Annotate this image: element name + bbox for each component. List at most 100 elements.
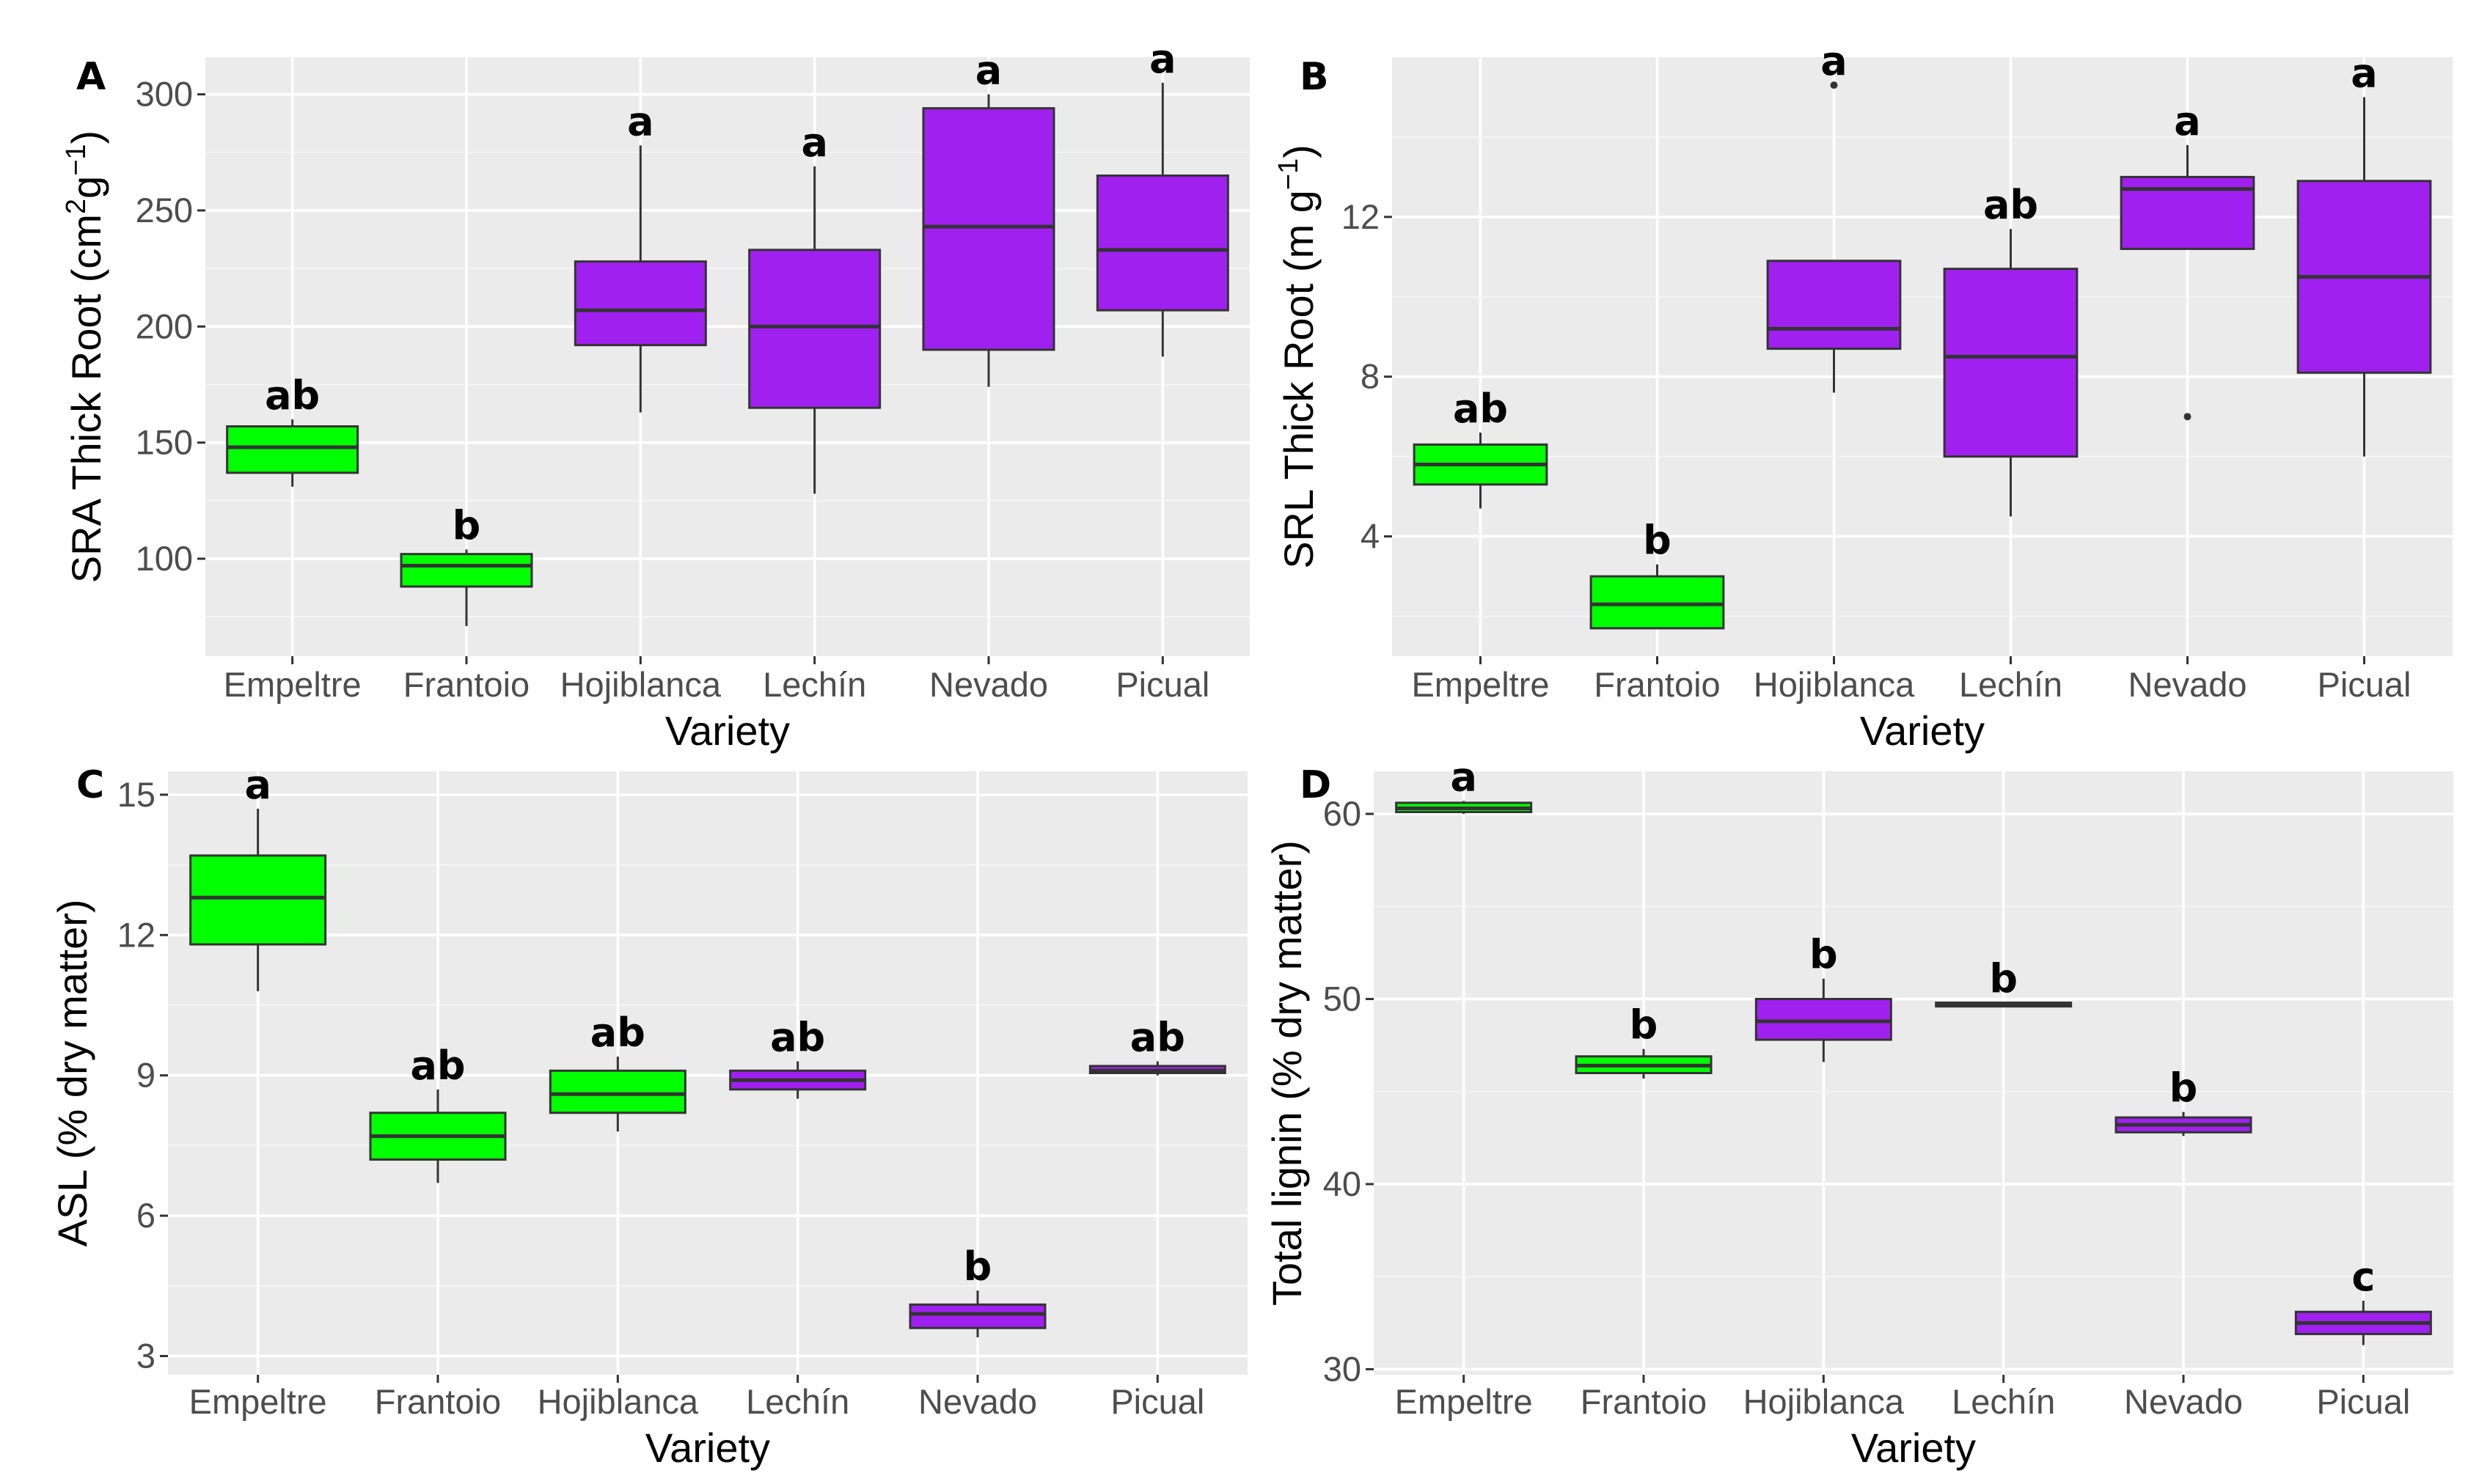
y-axis-title-text: ASL (% dry matter) [49,899,95,1246]
significance-label: b [1643,518,1671,564]
significance-label: a [1450,754,1476,800]
box-iqr [1754,998,1892,1041]
significance-label: ab [1453,386,1508,432]
significance-label: ab [265,372,320,419]
panel-d: 30 40 50 60 a Empeltre b Frantoio b Hojiblanca b Le… [1264,754,2453,1471]
box-picual: a [2296,50,2432,457]
x-tick-label: Lechín [763,665,866,704]
plot-background [1374,771,2453,1375]
x-tick-label: Hojiblanca [538,1382,699,1421]
box-picual: a [1096,36,1229,357]
y-tick-label: 100 [136,539,193,578]
box-empeltre: a [189,762,327,991]
y-tick-label: 40 [1323,1164,1361,1203]
box-frantoio: b [1575,1002,1713,1079]
x-tick-label: Frantoio [403,665,530,704]
y-tick-label: 250 [136,191,193,229]
box-iqr [922,107,1055,351]
x-tick-label: Empeltre [1411,665,1549,704]
significance-label: a [2351,50,2377,96]
significance-label: ab [590,1010,645,1056]
y-tick-label: 15 [117,775,155,814]
significance-label: a [1820,38,1847,84]
significance-label: ab [410,1043,465,1089]
significance-label: a [801,120,827,166]
y-tick-label: 3 [136,1336,155,1375]
significance-label: b [964,1244,992,1290]
plot-background [168,771,1248,1375]
y-axis-title: Total lignin (% dry matter) [1264,840,1310,1306]
box-iqr [226,425,359,474]
x-axis-title: Variety [665,708,790,754]
x-tick-label: Empeltre [189,1382,327,1421]
box-iqr [1096,175,1229,312]
box-empeltre: ab [1413,386,1548,509]
y-tick-label: 12 [1341,197,1380,236]
box-picual: ab [1088,1015,1226,1076]
significance-label: ab [1130,1015,1185,1061]
panel-a: 100 150 200 250 300 ab Empeltre b Frantoio a Hojib… [61,36,1250,754]
y-tick-label: 6 [136,1196,155,1235]
x-tick-label: Picual [1116,665,1209,704]
significance-label: b [1989,956,2018,1002]
significance-label: a [975,48,1002,94]
y-axis-title-superscript: −1 [61,144,92,175]
x-axis-title: Variety [645,1425,770,1471]
significance-label: b [1809,932,1838,978]
y-tick-label: 8 [1361,357,1380,396]
box-iqr [400,553,533,588]
y-tick-label: 9 [136,1056,155,1095]
significance-label: b [453,502,481,548]
y-tick-label: 50 [1323,980,1361,1018]
outlier-point [1830,81,1838,89]
y-axis-title-superscript: 2 [61,199,92,214]
x-axis-title: Variety [1851,1425,1976,1471]
significance-label: c [2351,1254,2375,1300]
y-tick-label: 200 [136,306,193,345]
x-tick-label: Frantoio [375,1382,501,1421]
x-tick-label: Frantoio [1594,665,1720,704]
box-frantoio: b [400,502,533,626]
x-tick-label: Nevado [918,1382,1037,1421]
y-axis-title-text: SRL Thick Root (m g [1275,190,1322,569]
x-tick-label: Hojiblanca [1743,1382,1905,1421]
box-lechn: ab [729,1015,867,1099]
x-tick-label: Hojiblanca [560,665,722,704]
box-empeltre: ab [226,372,359,487]
significance-label: a [2174,98,2200,144]
box-iqr [1943,268,2079,458]
x-tick-label: Empeltre [224,665,362,704]
y-axis-title: SRL Thick Root (m g−1) [1273,144,1322,569]
y-tick-label: 300 [136,75,193,114]
box-hojiblanca: a [574,98,707,413]
y-tick-label: 12 [117,915,155,954]
x-axis-title: Variety [1860,708,1985,754]
y-axis-title-text: Total lignin (% dry matter) [1264,840,1310,1306]
panel-label: C [76,763,104,807]
significance-label: ab [1983,182,2038,228]
y-tick-label: 150 [136,423,193,462]
box-hojiblanca: a [1766,38,1902,393]
box-iqr [1589,575,1725,630]
y-axis-title-superscript: −1 [1273,158,1304,190]
box-iqr [1766,260,1902,350]
box-iqr [189,854,327,946]
y-axis-title: SRA Thick Root (cm2g−1) [61,131,109,583]
box-frantoio: ab [369,1043,507,1183]
y-tick-label: 30 [1323,1349,1361,1388]
panel-b: 4 8 12 ab Empeltre b Frantoio a Hojiblanca ab Lech… [1273,38,2453,754]
box-nevado: a [2120,98,2255,421]
box-frantoio: b [1589,518,1725,630]
box-lechn: b [1935,956,2073,1008]
y-tick-label: 4 [1361,517,1380,556]
y-axis-title-text: ) [63,131,109,144]
x-tick-label: Nevado [2124,1382,2243,1421]
box-iqr [549,1069,686,1114]
y-axis-title-text: g [63,176,109,199]
box-picual: c [2294,1254,2432,1345]
significance-label: b [2169,1065,2198,1112]
significance-label: a [627,98,653,144]
x-tick-label: Picual [1110,1382,1204,1421]
plot-background [1392,57,2453,656]
box-empeltre: a [1395,754,1533,815]
